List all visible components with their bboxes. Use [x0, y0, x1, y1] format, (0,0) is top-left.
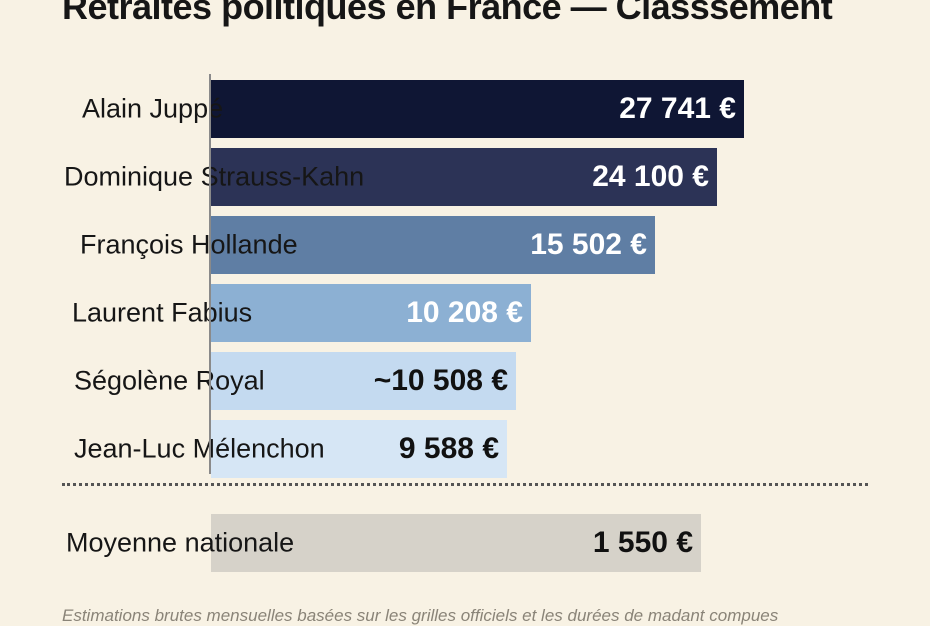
category-label: Ségolène Royal: [74, 365, 265, 396]
bar: [211, 420, 507, 478]
data-label: ~10 508 €: [373, 364, 508, 397]
dotted-divider: [62, 483, 868, 486]
reference-value-label: 1 550 €: [592, 526, 693, 559]
category-label: Dominique Strauss-Kahn: [64, 161, 365, 192]
bar: [211, 80, 744, 138]
bar: [211, 148, 717, 206]
category-label: Jean-Luc Mélenchon: [74, 433, 325, 464]
chart-axis-line: [209, 74, 211, 474]
category-label: Alain Juppé: [82, 93, 224, 124]
data-label: 27 741 €: [619, 92, 736, 125]
chart-title: Retraites politiques en France — Classse…: [62, 0, 833, 27]
footnote: Estimations brutes mensuelles basées sur…: [62, 606, 779, 625]
data-label: 9 588 €: [398, 432, 499, 465]
data-label: 10 208 €: [406, 296, 523, 329]
reference-bar: [211, 514, 701, 572]
bar: [211, 216, 655, 274]
bar: [211, 284, 531, 342]
data-label: 15 502 €: [530, 228, 647, 261]
bar: [211, 352, 516, 410]
data-label: 24 100 €: [592, 160, 709, 193]
category-label: François Hollande: [80, 229, 298, 260]
reference-label: Moyenne nationale: [66, 527, 295, 558]
category-label: Laurent Fabius: [72, 297, 253, 328]
